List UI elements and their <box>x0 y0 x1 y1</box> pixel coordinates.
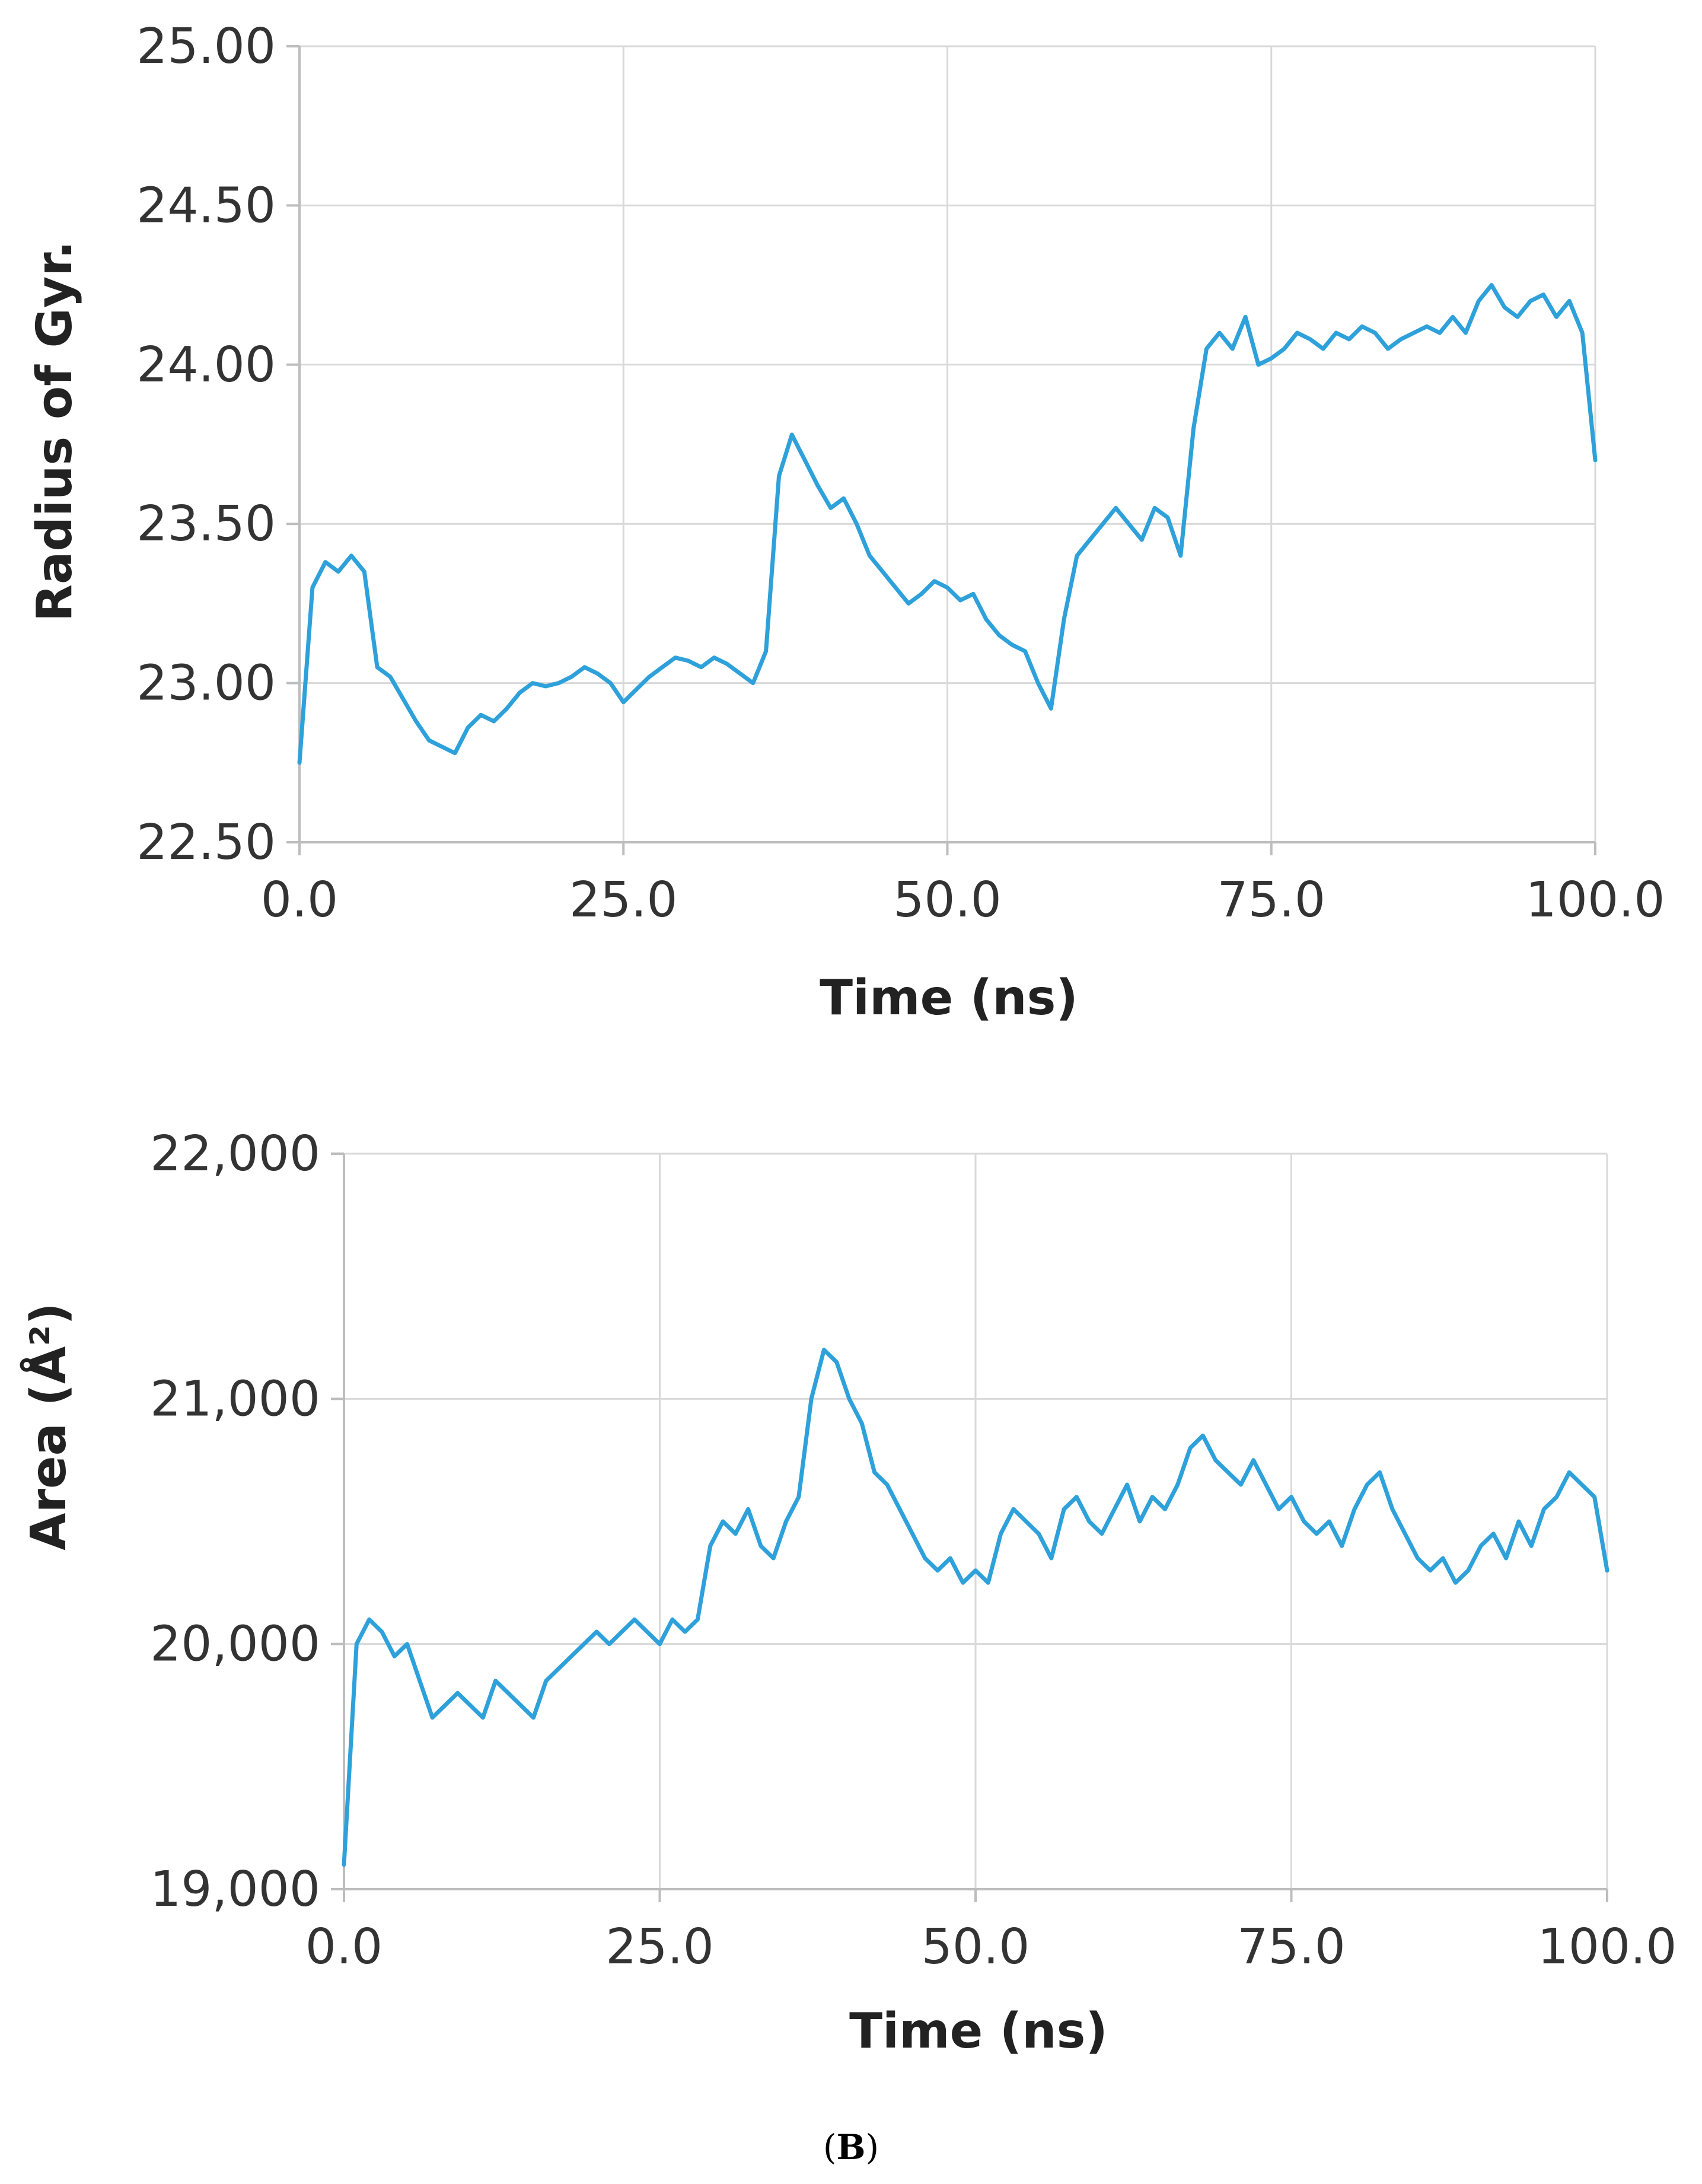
chart-1-series-line <box>297 283 1598 765</box>
x-tick-label: 0.0 <box>305 1919 383 1975</box>
x-tick-label: 25.0 <box>569 872 678 928</box>
y-axis-title: Radius of Gyr. <box>27 241 83 622</box>
y-tick-label: 20,000 <box>150 1616 320 1673</box>
x-tick-label: 100.0 <box>1538 1919 1677 1975</box>
chart-surface-area: 19,000 20,000 21,000 22,000 0.0 25.0 50.… <box>20 1126 1676 2059</box>
y-tick-label: 24.00 <box>136 337 276 393</box>
y-tick-label: 19,000 <box>150 1861 320 1918</box>
panel-label-close: ) <box>866 2127 879 2167</box>
chart-1-axes <box>286 45 1596 855</box>
panel-label-open: ( <box>823 2127 837 2167</box>
chart-1-gridlines <box>298 45 1596 843</box>
y-tick-label: 25.00 <box>136 18 276 75</box>
chart-2-y-tick-labels: 19,000 20,000 21,000 22,000 <box>150 1126 320 1918</box>
x-tick-label: 75.0 <box>1237 1919 1346 1975</box>
x-tick-label: 75.0 <box>1217 872 1325 928</box>
x-tick-label: 0.0 <box>261 872 338 928</box>
y-tick-label: 23.50 <box>136 496 276 552</box>
chart-1-x-tick-labels: 0.0 25.0 50.0 75.0 100.0 <box>261 872 1665 928</box>
y-tick-label: 21,000 <box>150 1371 320 1427</box>
y-axis-title: Area (Å²) <box>20 1303 77 1551</box>
x-tick-label: 100.0 <box>1526 872 1665 928</box>
panel-label-letter: B <box>836 2127 865 2167</box>
chart-2-axes <box>331 1153 1608 1902</box>
x-tick-label: 50.0 <box>893 872 1002 928</box>
x-tick-label: 50.0 <box>922 1919 1030 1975</box>
chart-2-gridlines <box>343 1153 1608 1890</box>
chart-2-x-tick-labels: 0.0 25.0 50.0 75.0 100.0 <box>305 1919 1677 1975</box>
chart-radius-of-gyration: 22.50 23.00 23.50 24.00 24.50 25.00 0.0 … <box>27 18 1665 1026</box>
y-tick-label: 23.00 <box>136 655 276 712</box>
x-tick-label: 25.0 <box>605 1919 714 1975</box>
chart-2-series-line <box>342 1348 1609 1867</box>
x-axis-title: Time (ns) <box>820 970 1078 1026</box>
x-axis-title: Time (ns) <box>849 2003 1108 2059</box>
chart-1-y-tick-labels: 22.50 23.00 23.50 24.00 24.50 25.00 <box>136 18 276 871</box>
y-tick-label: 22.50 <box>136 814 276 871</box>
y-tick-label: 24.50 <box>136 177 276 234</box>
y-tick-label: 22,000 <box>150 1126 320 1182</box>
panel-label: (B) <box>823 2127 879 2167</box>
